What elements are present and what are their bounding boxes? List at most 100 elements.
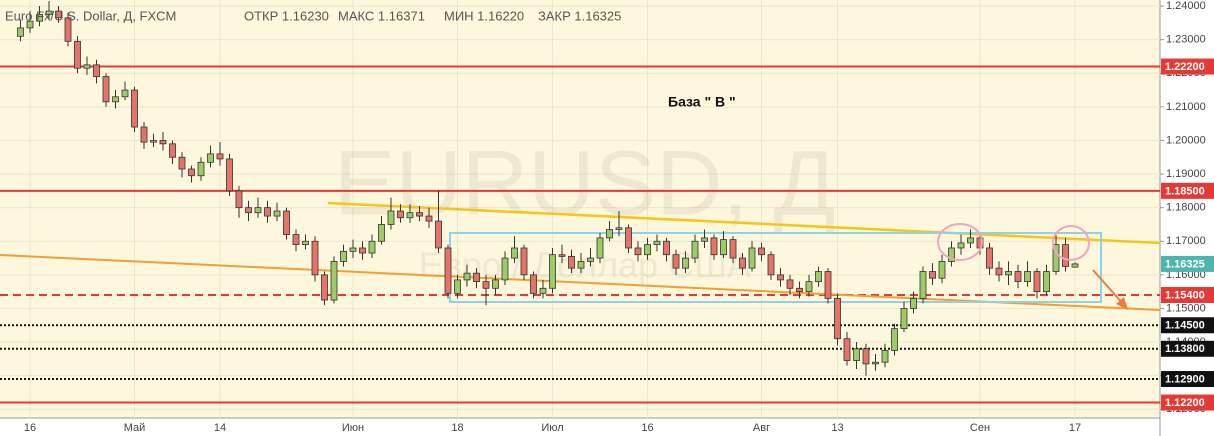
candle-body bbox=[587, 257, 594, 262]
header-value: ЗАКР 1.16325 bbox=[538, 8, 621, 23]
watermark: EURUSD, Д bbox=[334, 132, 836, 234]
candle-body bbox=[273, 210, 281, 217]
candle-body bbox=[729, 239, 737, 259]
candle-body bbox=[967, 237, 974, 244]
level-label: 1.13800 bbox=[1165, 343, 1205, 355]
candle-body bbox=[93, 64, 100, 78]
candle-body bbox=[1033, 271, 1041, 293]
trend-line-lower bbox=[0, 254, 1161, 311]
candle-body bbox=[701, 237, 708, 242]
candle-body bbox=[454, 279, 461, 294]
level-label: 1.12200 bbox=[1165, 397, 1205, 409]
candle-body bbox=[853, 348, 860, 361]
candle-body bbox=[387, 210, 395, 225]
level-label: 1.18500 bbox=[1165, 185, 1205, 197]
candle-body bbox=[720, 239, 727, 256]
candle-body bbox=[321, 274, 328, 301]
candle-body bbox=[473, 272, 480, 282]
x-tick-label: 18 bbox=[451, 422, 463, 434]
header-value: ОТКР 1.16230 bbox=[244, 8, 329, 23]
chart-title: Euro Fx/U.S. Dollar, Д, FXCM bbox=[5, 8, 176, 23]
candle-body bbox=[995, 267, 1003, 276]
candle-body bbox=[834, 297, 841, 340]
candles bbox=[17, 1, 1079, 376]
candle-body bbox=[663, 240, 670, 256]
candle-body bbox=[283, 210, 290, 235]
candle-body bbox=[796, 287, 803, 293]
candle-body bbox=[197, 161, 205, 177]
candle-body bbox=[349, 247, 357, 252]
candle-body bbox=[150, 140, 157, 143]
y-tick-label: 1.18000 bbox=[1166, 202, 1206, 214]
candle-body bbox=[910, 297, 917, 309]
candle-body bbox=[739, 257, 746, 269]
candle-body bbox=[188, 168, 195, 177]
candle-body bbox=[207, 153, 214, 163]
candle-body bbox=[929, 271, 936, 279]
header-value: МИН 1.16220 bbox=[444, 8, 524, 23]
level-label-bg bbox=[1161, 371, 1214, 388]
forecast-arrow bbox=[1092, 269, 1128, 310]
candle-body bbox=[577, 261, 585, 269]
candle-body bbox=[891, 328, 898, 351]
x-tick-label: Июн bbox=[342, 422, 364, 434]
candle-body bbox=[501, 257, 509, 281]
candle-body bbox=[938, 261, 946, 279]
candle-body bbox=[1071, 263, 1079, 268]
axis-labels: 1.240001.230001.220001.210001.200001.190… bbox=[24, 0, 1214, 434]
candle-body bbox=[957, 242, 965, 249]
candle-body bbox=[539, 287, 547, 294]
x-tick-label: 13 bbox=[831, 422, 843, 434]
candle-body bbox=[549, 254, 556, 289]
y-tick-label: 1.24000 bbox=[1166, 0, 1206, 12]
x-tick-label: Авг bbox=[753, 422, 770, 434]
candle-body bbox=[416, 212, 423, 217]
candle-body bbox=[634, 247, 642, 256]
candle-body bbox=[777, 274, 784, 281]
x-tick-label: 14 bbox=[214, 422, 226, 434]
level-label: 1.22200 bbox=[1165, 61, 1205, 73]
candle-body bbox=[330, 261, 338, 301]
levels bbox=[0, 65, 1160, 404]
candle-body bbox=[606, 229, 613, 239]
candle-body bbox=[986, 247, 993, 269]
candle-body bbox=[378, 224, 385, 242]
candle-body bbox=[767, 254, 775, 276]
y-tick-label: 1.21000 bbox=[1166, 101, 1206, 113]
candle-body bbox=[216, 153, 224, 160]
trend-line-upper bbox=[327, 201, 1161, 245]
candle-body bbox=[254, 207, 262, 214]
level-label-bg bbox=[1161, 317, 1214, 334]
candle-body bbox=[83, 64, 91, 69]
candle-body bbox=[36, 14, 43, 22]
candle-body bbox=[1043, 271, 1050, 293]
candle-body bbox=[568, 255, 575, 269]
highlight-circle bbox=[1052, 225, 1090, 261]
candle-body bbox=[131, 89, 138, 128]
y-tick-label: 1.17000 bbox=[1166, 235, 1206, 247]
candle-body bbox=[492, 279, 499, 289]
candle-body bbox=[824, 271, 832, 299]
candle-body bbox=[64, 17, 72, 42]
candle-body bbox=[302, 240, 309, 246]
candle-body bbox=[235, 190, 243, 209]
candle-body bbox=[758, 247, 765, 256]
x-tick-label: Сен bbox=[970, 422, 990, 434]
candle-body bbox=[482, 281, 490, 289]
candle-body bbox=[786, 279, 794, 289]
candle-body bbox=[625, 227, 632, 249]
y-tick-label: 1.15000 bbox=[1166, 302, 1206, 314]
x-tick-label: Июл bbox=[541, 422, 563, 434]
candle-body bbox=[121, 89, 129, 98]
candle-body bbox=[1062, 244, 1069, 267]
y-tick-label: 1.19000 bbox=[1166, 168, 1206, 180]
candle-body bbox=[112, 96, 119, 103]
last-price-bg bbox=[1161, 255, 1214, 272]
candle-body bbox=[748, 247, 756, 269]
candle-body bbox=[406, 212, 414, 219]
candle-body bbox=[264, 207, 271, 217]
candle-body bbox=[691, 240, 699, 259]
candle-body bbox=[872, 361, 879, 365]
